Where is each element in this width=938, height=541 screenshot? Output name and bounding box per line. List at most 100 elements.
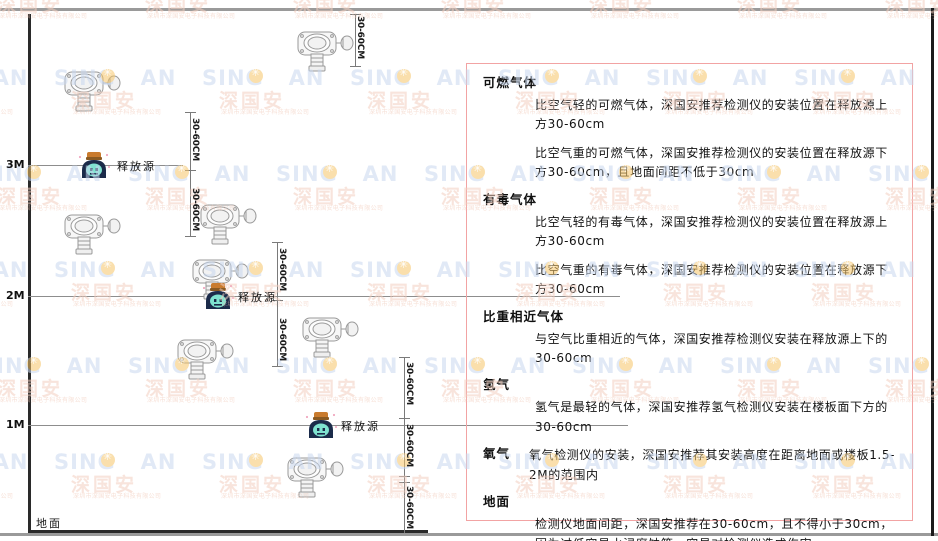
guideline-paragraph: 比空气重的有毒气体，深国安推荐检测仪的安装位置在释放源下方30-60cm bbox=[535, 262, 888, 297]
watermark: SING AN深国安深圳市深国安电子科技有限公司 bbox=[0, 66, 28, 118]
watermark-brand-sub: 深圳市深国安电子科技有限公司 bbox=[295, 397, 384, 404]
guideline-paragraph: 比空气轻的可燃气体，深国安推荐检测仪的安装位置在释放源上方30-60cm bbox=[535, 98, 888, 132]
gas-detector-icon bbox=[295, 22, 357, 80]
watermark-brand-sub: 深圳市深国安电子科技有限公司 bbox=[295, 205, 384, 212]
watermark: SING AN深国安深圳市深国安电子科技有限公司 bbox=[54, 450, 176, 502]
watermark-brand-latin: SING AN bbox=[276, 162, 399, 186]
release-source-icon bbox=[303, 408, 339, 446]
watermark-brand-latin: SING AN bbox=[350, 66, 473, 90]
watermark-brand-sub: 深圳市深国安电子科技有限公司 bbox=[147, 13, 236, 20]
guideline-section: 可燃气体比空气轻的可燃气体，深国安推荐检测仪的安装位置在释放源上方30-60cm… bbox=[483, 75, 898, 183]
watermark-star-icon bbox=[397, 258, 411, 275]
guideline-section-title: 比重相近气体 bbox=[483, 308, 565, 324]
watermark-star-icon bbox=[101, 450, 115, 467]
dimension-label: 30-60CM bbox=[355, 16, 365, 59]
watermark-brand-cn: 深国安 bbox=[367, 282, 434, 304]
dimension-tick bbox=[399, 482, 410, 483]
frame-right-border bbox=[931, 8, 934, 536]
gas-detector-icon bbox=[62, 62, 124, 120]
dimension-ruler bbox=[404, 357, 405, 533]
guideline-section-body: 检测仪地面间距，深国安推荐在30-60cm，且不得小于30cm，因为过低容易水浸… bbox=[535, 515, 898, 541]
watermark-star-icon bbox=[915, 162, 929, 179]
watermark-brand-latin: SING AN bbox=[0, 354, 103, 378]
dimension-label: 30-60CM bbox=[404, 486, 414, 529]
dimension-tick bbox=[272, 366, 283, 367]
watermark-brand-sub: 深圳市深国安电子科技有限公司 bbox=[0, 109, 14, 116]
release-source-label: 释放源 bbox=[341, 420, 380, 433]
dimension-label: 30-60CM bbox=[277, 248, 287, 291]
gas-detector-icon bbox=[300, 308, 362, 366]
watermark: SING AN深国安深圳市深国安电子科技有限公司 bbox=[276, 162, 398, 214]
guideline-section-title: 氢气 bbox=[483, 377, 511, 393]
dimension-ruler bbox=[277, 242, 278, 366]
frame-bottom-border bbox=[0, 533, 938, 536]
level-label-2m: 2M bbox=[6, 289, 25, 302]
guideline-section: 比重相近气体与空气比重相近的气体，深国安推荐检测仪安装在释放源上下的30-60c… bbox=[483, 309, 898, 369]
guideline-section: 氢气氢气是最轻的气体，深国安推荐氢气检测仪安装在楼板面下方的30-60cm bbox=[483, 377, 898, 437]
guideline-paragraph: 与空气比重相近的气体，深国安推荐检测仪安装在释放源上下的30-60cm bbox=[535, 331, 888, 365]
watermark-brand-cn: 深国安 bbox=[293, 378, 360, 400]
release-source-icon bbox=[76, 148, 112, 186]
guideline-paragraph: 氢气是最轻的气体，深国安推荐氢气检测仪安装在楼板面下方的30-60cm bbox=[535, 400, 888, 434]
dimension-tick bbox=[399, 476, 410, 477]
guideline-paragraph: 检测仪地面间距，深国安推荐在30-60cm，且不得小于30cm，因为过低容易水浸… bbox=[535, 517, 893, 541]
watermark-star-icon bbox=[323, 162, 337, 179]
watermark-brand-latin: SING AN bbox=[0, 66, 29, 90]
guideline-section-body: 比空气轻的有毒气体，深国安推荐检测仪的安装位置在释放源上方30-60cm 比空气重… bbox=[535, 213, 898, 300]
watermark-star-icon bbox=[249, 450, 263, 467]
dimension-ruler bbox=[355, 14, 356, 66]
dimension-tick bbox=[185, 170, 196, 171]
watermark: SING AN深国安深圳市深国安电子科技有限公司 bbox=[572, 0, 690, 22]
watermark-brand-sub: 深圳市深国安电子科技有限公司 bbox=[0, 397, 88, 404]
watermark: SING AN深国安深圳市深国安电子科技有限公司 bbox=[128, 0, 246, 22]
watermark: SING AN深国安深圳市深国安电子科技有限公司 bbox=[350, 66, 472, 118]
gas-detector-icon bbox=[285, 448, 347, 506]
watermark-brand-cn: 深国安 bbox=[0, 378, 64, 400]
guideline-section: 氧气 氧气检测仪的安装，深国安推荐其安装高度在距离地面或楼板1.5-2M的范围内 bbox=[483, 446, 898, 485]
dimension-tick bbox=[350, 66, 361, 67]
dimension-tick bbox=[350, 14, 361, 15]
guideline-section-title: 有毒气体 bbox=[483, 191, 538, 207]
leader-line bbox=[112, 165, 124, 166]
watermark-brand-latin: SING AN bbox=[0, 258, 29, 282]
watermark-star-icon bbox=[397, 66, 411, 83]
watermark-brand-cn: 深国安 bbox=[71, 282, 138, 304]
release-source-icon bbox=[200, 279, 236, 317]
gas-detector-icon bbox=[62, 205, 124, 263]
guideline-section: 地面检测仪地面间距，深国安推荐在30-60cm，且不得小于30cm，因为过低容易… bbox=[483, 494, 898, 541]
ground-line bbox=[28, 530, 428, 533]
dimension-label: 30-60CM bbox=[277, 318, 287, 361]
dimension-label: 30-60CM bbox=[190, 188, 200, 231]
watermark: SING AN深国安深圳市深国安电子科技有限公司 bbox=[276, 0, 394, 22]
watermark-brand-sub: 深圳市深国安电子科技有限公司 bbox=[0, 493, 14, 500]
watermark-brand-cn: 深国安 bbox=[219, 90, 286, 112]
height-axis bbox=[28, 14, 31, 532]
guideline-section-body: 与空气比重相近的气体，深国安推荐检测仪安装在释放源上下的30-60cm bbox=[535, 330, 898, 369]
dimension-label: 30-60CM bbox=[190, 118, 200, 161]
watermark-star-icon bbox=[175, 162, 189, 179]
ground-label: 地面 bbox=[36, 517, 62, 530]
watermark: SING AN深国安深圳市深国安电子科技有限公司 bbox=[54, 258, 176, 310]
watermark: SING AN深国安深圳市深国安电子科技有限公司 bbox=[720, 0, 838, 22]
watermark: SING AN深国安深圳市深国安电子科技有限公司 bbox=[0, 0, 98, 22]
watermark-brand-latin: SING AN bbox=[54, 450, 177, 474]
dimension-label: 30-60CM bbox=[404, 362, 414, 405]
watermark-brand-sub: 深圳市深国安电子科技有限公司 bbox=[221, 109, 310, 116]
guideline-section-body: 氢气是最轻的气体，深国安推荐氢气检测仪安装在楼板面下方的30-60cm bbox=[535, 398, 898, 437]
guideline-section-body: 比空气轻的可燃气体，深国安推荐检测仪的安装位置在释放源上方30-60cm 比空气重… bbox=[535, 96, 898, 183]
guideline-section-title: 可燃气体 bbox=[483, 75, 538, 90]
level-line-2m bbox=[28, 296, 620, 297]
watermark-brand-sub: 深圳市深国安电子科技有限公司 bbox=[73, 493, 162, 500]
dimension-tick bbox=[185, 236, 196, 237]
frame-top-border bbox=[0, 8, 938, 11]
watermark-brand-sub: 深圳市深国安电子科技有限公司 bbox=[443, 13, 532, 20]
level-label-3m: 3M bbox=[6, 158, 25, 171]
guideline-section-title: 氧气 bbox=[483, 446, 511, 462]
watermark-brand-sub: 深圳市深国安电子科技有限公司 bbox=[147, 397, 236, 404]
watermark-brand-sub: 深圳市深国安电子科技有限公司 bbox=[369, 109, 458, 116]
watermark-brand-sub: 深圳市深国安电子科技有限公司 bbox=[73, 301, 162, 308]
level-label-1m: 1M bbox=[6, 418, 25, 431]
watermark-brand-sub: 深圳市深国安电子科技有限公司 bbox=[369, 301, 458, 308]
dimension-ruler bbox=[190, 112, 191, 236]
